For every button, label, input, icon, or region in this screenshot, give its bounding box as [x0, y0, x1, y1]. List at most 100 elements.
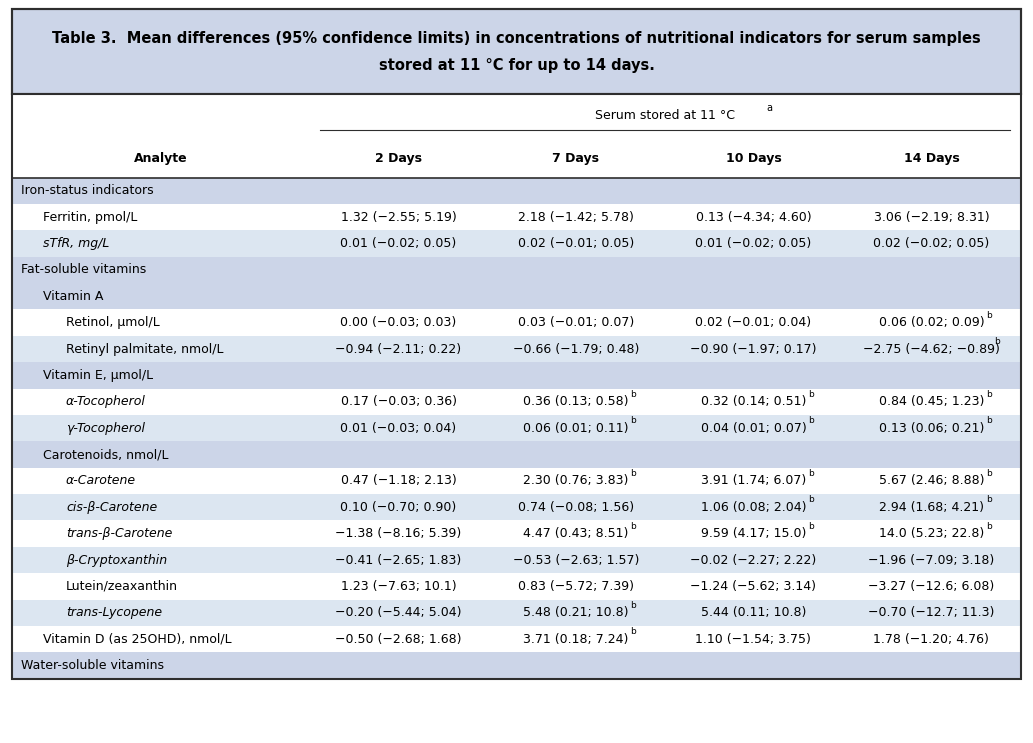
Bar — [12, 257, 1021, 283]
Text: 0.02 (−0.01; 0.05): 0.02 (−0.01; 0.05) — [518, 237, 634, 250]
Text: 3.71 (0.18; 7.24): 3.71 (0.18; 7.24) — [524, 633, 629, 646]
Text: Lutein/zeaxanthin: Lutein/zeaxanthin — [66, 580, 178, 593]
Bar — [12, 362, 1021, 389]
Text: 0.01 (−0.02; 0.05): 0.01 (−0.02; 0.05) — [695, 237, 812, 250]
Text: 0.03 (−0.01; 0.07): 0.03 (−0.01; 0.07) — [518, 317, 634, 329]
Text: b: b — [808, 469, 814, 478]
Text: cis-β-Carotene: cis-β-Carotene — [66, 501, 157, 513]
Text: −0.41 (−2.65; 1.83): −0.41 (−2.65; 1.83) — [336, 554, 462, 566]
Text: 0.01 (−0.02; 0.05): 0.01 (−0.02; 0.05) — [341, 237, 457, 250]
Text: Table 3.  Mean differences (95% confidence limits) in concentrations of nutritio: Table 3. Mean differences (95% confidenc… — [52, 30, 981, 46]
Text: sTfR, mg/L: sTfR, mg/L — [43, 237, 109, 250]
Text: 5.48 (0.21; 10.8): 5.48 (0.21; 10.8) — [524, 606, 629, 619]
Text: 0.02 (−0.02; 0.05): 0.02 (−0.02; 0.05) — [873, 237, 990, 250]
Bar — [12, 626, 1021, 652]
Text: 0.06 (0.02; 0.09): 0.06 (0.02; 0.09) — [878, 317, 984, 329]
Text: −1.96 (−7.09; 3.18): −1.96 (−7.09; 3.18) — [869, 554, 995, 566]
Text: 0.04 (0.01; 0.07): 0.04 (0.01; 0.07) — [700, 422, 807, 435]
Bar — [12, 100, 1021, 139]
Text: −0.94 (−2.11; 0.22): −0.94 (−2.11; 0.22) — [336, 343, 462, 355]
Bar — [12, 467, 1021, 494]
Text: Carotenoids, nmol/L: Carotenoids, nmol/L — [43, 448, 168, 461]
Text: b: b — [630, 469, 636, 478]
Bar — [12, 204, 1021, 230]
Text: b: b — [808, 416, 814, 425]
Text: trans-β-Carotene: trans-β-Carotene — [66, 528, 173, 540]
Text: γ-Tocopherol: γ-Tocopherol — [66, 422, 145, 435]
Text: α-Carotene: α-Carotene — [66, 475, 136, 487]
Text: −1.38 (−8.16; 5.39): −1.38 (−8.16; 5.39) — [336, 528, 462, 540]
Text: 5.44 (0.11; 10.8): 5.44 (0.11; 10.8) — [700, 606, 806, 619]
Bar — [12, 520, 1021, 547]
Text: b: b — [985, 522, 992, 531]
Text: Analyte: Analyte — [134, 152, 188, 165]
Text: b: b — [808, 390, 814, 399]
Text: 0.17 (−0.03; 0.36): 0.17 (−0.03; 0.36) — [341, 395, 457, 408]
Text: −1.24 (−5.62; 3.14): −1.24 (−5.62; 3.14) — [690, 580, 816, 593]
Text: b: b — [995, 337, 1000, 346]
Bar — [12, 547, 1021, 573]
Text: −0.02 (−2.27; 2.22): −0.02 (−2.27; 2.22) — [690, 554, 816, 566]
Bar — [12, 652, 1021, 678]
Bar — [12, 9, 1021, 94]
Text: 2.30 (0.76; 3.83): 2.30 (0.76; 3.83) — [524, 475, 629, 487]
Text: 0.36 (0.13; 0.58): 0.36 (0.13; 0.58) — [524, 395, 629, 408]
Text: Retinyl palmitate, nmol/L: Retinyl palmitate, nmol/L — [66, 343, 223, 355]
Text: 0.47 (−1.18; 2.13): 0.47 (−1.18; 2.13) — [341, 475, 457, 487]
Text: 9.59 (4.17; 15.0): 9.59 (4.17; 15.0) — [700, 528, 806, 540]
Text: Vitamin A: Vitamin A — [43, 290, 103, 302]
Text: 10 Days: 10 Days — [725, 152, 781, 165]
Text: b: b — [985, 469, 992, 478]
Text: 0.13 (−4.34; 4.60): 0.13 (−4.34; 4.60) — [695, 211, 811, 224]
Text: b: b — [630, 522, 636, 531]
Text: b: b — [630, 416, 636, 425]
Text: 7 Days: 7 Days — [553, 152, 599, 165]
Text: Iron-status indicators: Iron-status indicators — [21, 184, 153, 197]
Text: 3.91 (1.74; 6.07): 3.91 (1.74; 6.07) — [700, 475, 806, 487]
Bar — [12, 573, 1021, 600]
Text: 0.10 (−0.70; 0.90): 0.10 (−0.70; 0.90) — [341, 501, 457, 513]
Bar — [12, 309, 1021, 336]
Text: 2.94 (1.68; 4.21): 2.94 (1.68; 4.21) — [879, 501, 983, 513]
Text: −3.27 (−12.6; 6.08): −3.27 (−12.6; 6.08) — [869, 580, 995, 593]
Text: 0.02 (−0.01; 0.04): 0.02 (−0.01; 0.04) — [695, 317, 812, 329]
Text: 0.32 (0.14; 0.51): 0.32 (0.14; 0.51) — [700, 395, 806, 408]
Text: b: b — [630, 390, 636, 399]
Text: trans-Lycopene: trans-Lycopene — [66, 606, 162, 619]
Text: 0.74 (−0.08; 1.56): 0.74 (−0.08; 1.56) — [518, 501, 634, 513]
Bar — [12, 600, 1021, 626]
Text: Fat-soluble vitamins: Fat-soluble vitamins — [21, 264, 146, 276]
Bar — [12, 415, 1021, 441]
Bar — [12, 94, 1021, 100]
Text: −2.75 (−4.62; −0.89): −2.75 (−4.62; −0.89) — [863, 343, 1000, 355]
Bar — [12, 441, 1021, 467]
Text: 14.0 (5.23; 22.8): 14.0 (5.23; 22.8) — [879, 528, 984, 540]
Bar — [12, 230, 1021, 257]
Text: 1.78 (−1.20; 4.76): 1.78 (−1.20; 4.76) — [874, 633, 990, 646]
Text: b: b — [985, 311, 992, 319]
Text: 2.18 (−1.42; 5.78): 2.18 (−1.42; 5.78) — [518, 211, 634, 224]
Text: a: a — [766, 103, 773, 114]
Text: 1.06 (0.08; 2.04): 1.06 (0.08; 2.04) — [700, 501, 806, 513]
Text: b: b — [808, 522, 814, 531]
Text: b: b — [630, 627, 636, 636]
Text: Vitamin D (as 25OHD), nmol/L: Vitamin D (as 25OHD), nmol/L — [43, 633, 232, 646]
Text: 3.06 (−2.19; 8.31): 3.06 (−2.19; 8.31) — [874, 211, 990, 224]
Text: 2 Days: 2 Days — [375, 152, 422, 165]
Bar — [12, 336, 1021, 362]
Text: b: b — [630, 601, 636, 610]
Text: 0.00 (−0.03; 0.03): 0.00 (−0.03; 0.03) — [341, 317, 457, 329]
Text: b: b — [985, 416, 992, 425]
Text: 0.06 (0.01; 0.11): 0.06 (0.01; 0.11) — [524, 422, 629, 435]
Text: 5.67 (2.46; 8.88): 5.67 (2.46; 8.88) — [879, 475, 984, 487]
Text: 0.83 (−5.72; 7.39): 0.83 (−5.72; 7.39) — [518, 580, 634, 593]
Text: 1.23 (−7.63; 10.1): 1.23 (−7.63; 10.1) — [341, 580, 457, 593]
Text: 1.10 (−1.54; 3.75): 1.10 (−1.54; 3.75) — [695, 633, 811, 646]
Text: Water-soluble vitamins: Water-soluble vitamins — [21, 659, 163, 672]
Text: Serum stored at 11 °C: Serum stored at 11 °C — [595, 109, 735, 123]
Text: stored at 11 °C for up to 14 days.: stored at 11 °C for up to 14 days. — [378, 57, 655, 73]
Bar — [12, 178, 1021, 204]
Text: −0.50 (−2.68; 1.68): −0.50 (−2.68; 1.68) — [336, 633, 462, 646]
Bar — [12, 494, 1021, 520]
Text: −0.20 (−5.44; 5.04): −0.20 (−5.44; 5.04) — [336, 606, 462, 619]
